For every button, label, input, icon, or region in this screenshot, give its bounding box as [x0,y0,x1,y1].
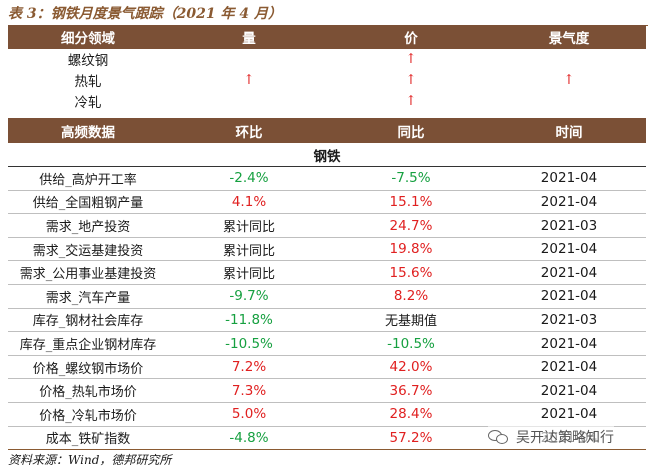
time-value: 2021-04 [492,402,646,427]
time-value: 2021-03 [492,308,646,333]
header-time: 时间 [492,118,646,143]
indicator-name: 需求_地产投资 [8,213,168,238]
sector-name: 冷轧 [74,95,102,112]
watermark-text: 吴开达策略知行 [516,430,614,446]
header-volume: 量 [168,25,330,49]
table-row: 价格_螺纹钢市场价 7.2% 42.0% 2021-04 [8,355,646,380]
time-value: 2021-04 [492,190,646,215]
table-row: 价格_热轧市场价 7.3% 36.7% 2021-04 [8,378,646,404]
mom-value: -4.8% [168,426,330,451]
table-row: 需求_汽车产量 -9.7% 8.2% 2021-04 [8,284,646,309]
mom-value: 5.0% [168,402,330,427]
mom-value: 累计同比 [168,213,330,238]
table-row: 需求_公用事业基建投资 累计同比 15.6% 2021-04 [8,260,646,286]
table1-header-row: 细分领域 量 价 景气度 [8,25,646,49]
yoy-value: 57.2% [330,426,492,451]
yoy-value: 15.6% [330,260,492,286]
indicator-name: 库存_钢材社会库存 [8,308,168,333]
header-mom: 环比 [168,118,330,143]
mom-value: 累计同比 [168,237,330,262]
high-frequency-data-table: 高频数据 环比 同比 时间 钢铁 供给_高炉开工率 -2.4% -7.5% 2021-… [8,118,646,451]
time-value: 2021-03 [492,213,646,238]
yoy-value: 8.2% [330,284,492,309]
mom-value: -2.4% [168,166,330,191]
yoy-value: 15.1% [330,190,492,215]
time-value: 2021-04 [492,166,646,191]
time-value: 2021-04 [492,284,646,309]
mom-value: -9.7% [168,284,330,309]
indicator-name: 价格_热轧市场价 [8,378,168,404]
table2-body: 供给_高炉开工率 -2.4% -7.5% 2021-04 供给_全国粗钢产量 4.1% 15… [8,166,646,451]
indicator-name: 价格_螺纹钢市场价 [8,355,168,380]
indicator-name: 供给_高炉开工率 [8,166,168,191]
yoy-value: 19.8% [330,237,492,262]
volume-arrow: ↑ [243,72,255,89]
indicator-name: 需求_汽车产量 [8,284,168,309]
header-yoy: 同比 [330,118,492,143]
boom-arrow [492,49,646,70]
indicator-name: 需求_交运基建投资 [8,237,168,262]
volume-arrow [168,49,330,70]
yoy-value: 42.0% [330,355,492,380]
time-value: 2021-04 [492,378,646,404]
yoy-value: -7.5% [330,166,492,191]
mom-value: -11.8% [168,308,330,333]
header-price: 价 [330,25,492,49]
sector-name: 螺纹钢 [67,53,109,70]
price-arrow: ↑ [405,51,417,68]
table2-header-row: 高频数据 环比 同比 时间 [8,118,646,143]
table-row: 价格_冷轧市场价 5.0% 28.4% 2021-04 [8,402,646,427]
section-title: 钢铁 [8,143,646,168]
mom-value: 7.3% [168,378,330,404]
indicator-name: 库存_重点企业钢材库存 [8,331,168,356]
indicator-name: 成本_铁矿指数 [8,426,168,451]
table1-row: 冷轧 ↑ [8,91,646,112]
table-row: 供给_全国粗钢产量 4.1% 15.1% 2021-04 [8,190,646,215]
header-boom: 景气度 [492,25,646,49]
yoy-value: 28.4% [330,402,492,427]
time-value: 2021-04 [492,331,646,356]
mom-value: -10.5% [168,331,330,356]
watermark: 吴开达策略知行 [488,426,614,448]
section-row: 钢铁 [8,143,646,168]
yoy-value: -10.5% [330,331,492,356]
sector-name: 热轧 [74,74,102,91]
sector-boom-table: 细分领域 量 价 景气度 螺纹钢 ↑ 热轧 ↑ ↑ ↑ 冷轧 ↑ [8,25,646,112]
mom-value: 累计同比 [168,260,330,286]
yoy-value: 24.7% [330,213,492,238]
table-caption: 表 3：钢铁月度景气跟踪（2021 年 4 月） [8,4,648,26]
price-arrow: ↑ [405,93,417,110]
table-row: 供给_高炉开工率 -2.4% -7.5% 2021-04 [8,166,646,191]
header-sector: 细分领域 [8,25,168,49]
indicator-name: 需求_公用事业基建投资 [8,260,168,286]
table-row: 需求_地产投资 累计同比 24.7% 2021-03 [8,213,646,238]
header-indicator: 高频数据 [8,118,168,143]
table1-row: 热轧 ↑ ↑ ↑ [8,70,646,91]
table-row: 库存_重点企业钢材库存 -10.5% -10.5% 2021-04 [8,331,646,356]
table-row: 库存_钢材社会库存 -11.8% 无基期值 2021-03 [8,308,646,333]
volume-arrow [168,91,330,112]
table-row: 需求_交运基建投资 累计同比 19.8% 2021-04 [8,237,646,262]
boom-arrow [492,91,646,112]
time-value: 2021-04 [492,260,646,286]
table1-row: 螺纹钢 ↑ [8,49,646,70]
indicator-name: 价格_冷轧市场价 [8,402,168,427]
indicator-name: 供给_全国粗钢产量 [8,190,168,215]
boom-arrow: ↑ [563,72,575,89]
mom-value: 7.2% [168,355,330,380]
source-note: 资料来源：Wind，德邦研究所 [8,453,172,467]
mom-value: 4.1% [168,190,330,215]
wechat-icon [488,429,510,445]
time-value: 2021-04 [492,355,646,380]
yoy-value: 36.7% [330,378,492,404]
yoy-value: 无基期值 [330,308,492,333]
price-arrow: ↑ [405,72,417,89]
time-value: 2021-04 [492,237,646,262]
